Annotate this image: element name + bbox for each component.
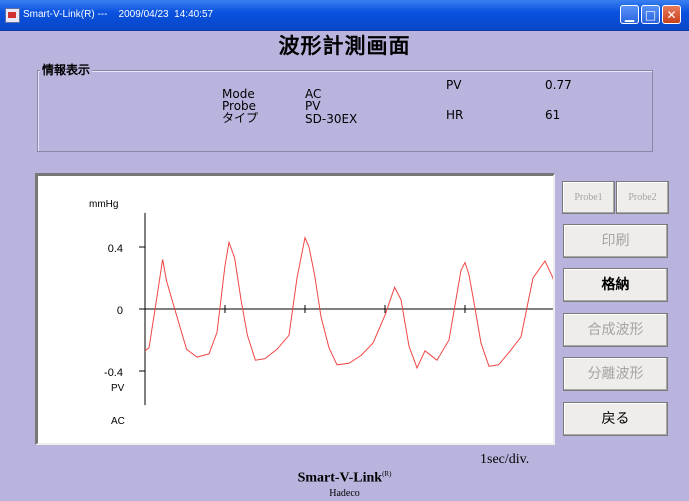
pv-waveform-line (144, 236, 553, 370)
mode-value: AC (305, 87, 322, 101)
print-button[interactable]: 印刷 (563, 224, 668, 258)
composite-waveform-button[interactable]: 合成波形 (563, 313, 668, 347)
hr-value: 61 (545, 108, 561, 122)
brand-mark: (R) (382, 470, 392, 478)
brand-text: Smart-V-Link (297, 470, 383, 486)
info-section-label: 情報表示 (40, 61, 93, 78)
probe-value: PV (305, 99, 321, 113)
probe1-button[interactable]: Probe1 (562, 181, 615, 214)
time-scale-label: 1sec/div. (480, 452, 530, 467)
window-title: Smart-V-Link(R) --- 2009/04/23 14:40:57 (23, 9, 214, 20)
maker-name: Hadeco (329, 488, 360, 499)
y-axis-label: mmHg (89, 199, 118, 210)
y-tick-label-pos: 0.4 (108, 243, 123, 255)
close-button[interactable]: ✕ (662, 5, 681, 24)
hr-label: HR (446, 108, 464, 122)
trace-label-ac: AC (111, 416, 125, 427)
type-label: タイプ (222, 111, 259, 125)
pv-label: PV (446, 78, 462, 92)
info-panel (37, 70, 653, 152)
app-icon (5, 8, 20, 23)
waveform-chart: mmHg 0.4 0 -0.4 PV AC (89, 199, 553, 427)
separate-waveform-button[interactable]: 分離波形 (563, 357, 668, 391)
y-tick-label-neg: -0.4 (104, 367, 123, 379)
chart-axes (139, 212, 553, 406)
maximize-button[interactable]: □ (641, 5, 660, 24)
back-button[interactable]: 戻る (563, 402, 668, 436)
probe-label: Probe (222, 99, 257, 113)
mode-label: Mode (222, 87, 255, 101)
trace-label-pv: PV (111, 383, 125, 394)
y-tick-label-zero: 0 (117, 305, 123, 317)
waveform-plot: mmHg 0.4 0 -0.4 PV AC (35, 173, 555, 445)
store-button[interactable]: 格納 (563, 268, 668, 302)
type-value: SD-30EX (305, 112, 358, 126)
title-bar: Smart-V-Link(R) --- 2009/04/23 14:40:57 … (0, 0, 689, 31)
minimize-button[interactable]: ▁ (620, 5, 639, 24)
page-title: 波形計測画面 (278, 34, 411, 58)
probe2-button[interactable]: Probe2 (616, 181, 669, 214)
brand-name: Smart-V-Link(R) (0, 470, 689, 487)
pv-value: 0.77 (545, 78, 572, 92)
